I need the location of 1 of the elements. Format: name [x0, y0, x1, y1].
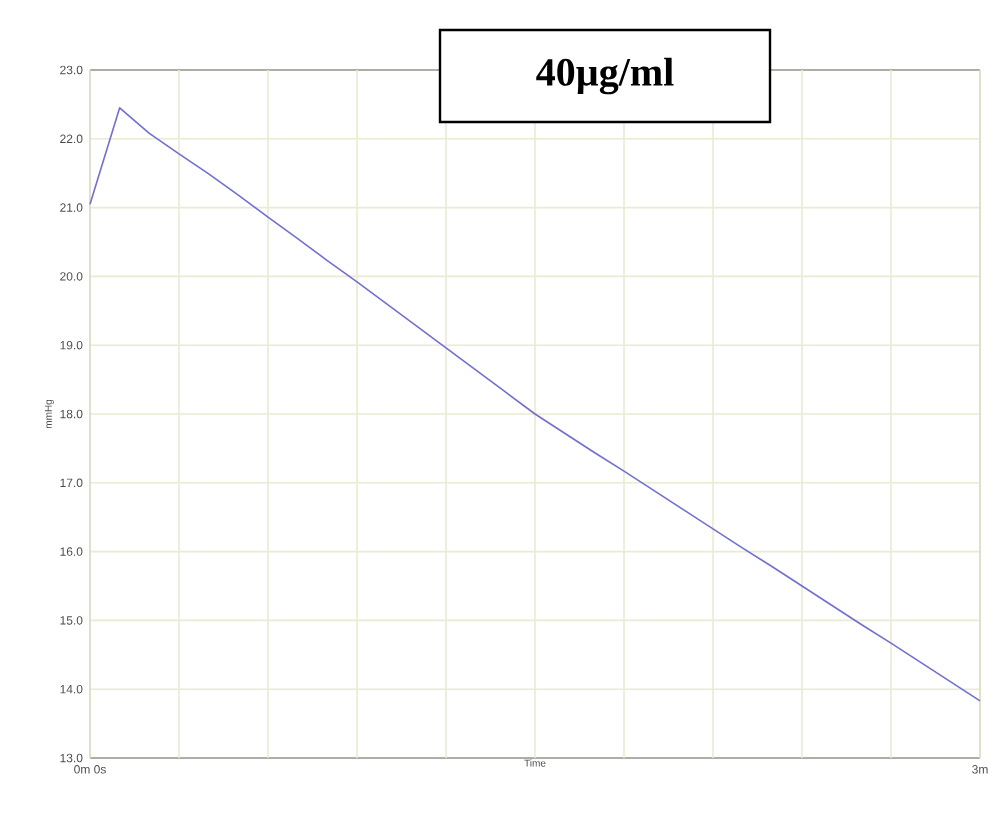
chart-title: 40µg/ml	[536, 57, 674, 95]
